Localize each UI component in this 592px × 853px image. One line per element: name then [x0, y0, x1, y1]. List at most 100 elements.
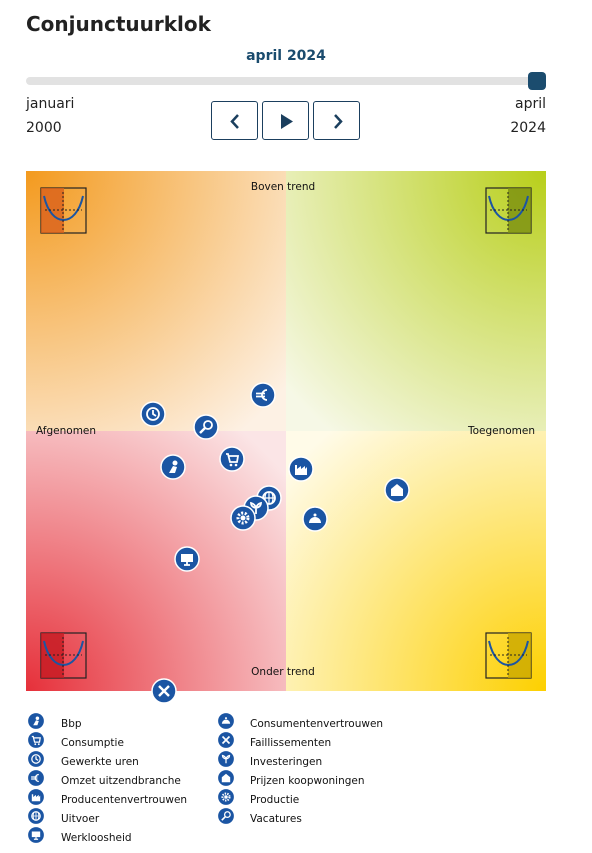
icon-circle [27, 788, 45, 806]
g [31, 794, 41, 802]
g [224, 717, 228, 720]
legend-icon [27, 731, 45, 749]
icon-circle [27, 712, 45, 730]
next-button[interactable] [313, 101, 360, 140]
phase-axes [45, 192, 82, 230]
g [221, 735, 231, 745]
g [146, 407, 160, 421]
phase-axes [490, 637, 527, 675]
g [221, 754, 231, 764]
g [295, 465, 307, 475]
g [184, 562, 190, 566]
phase-icon [485, 632, 532, 679]
phase-fill [508, 188, 531, 233]
icon-circle [217, 769, 235, 787]
phase-icon [40, 187, 87, 234]
legend-label: Faillissementen [250, 737, 331, 749]
g [221, 792, 231, 802]
icon-circle [27, 731, 45, 749]
quadrant [26, 171, 286, 431]
icon-circle [27, 769, 45, 787]
g [31, 831, 41, 838]
quadrant [286, 171, 546, 431]
legend-label: Investeringen [250, 756, 322, 768]
g [221, 773, 231, 783]
g [262, 491, 276, 505]
g [221, 816, 226, 821]
phase-fill [41, 188, 64, 233]
g [391, 484, 403, 496]
g [234, 463, 238, 467]
legend-icon [27, 712, 45, 730]
prev-button[interactable] [211, 101, 258, 140]
indicator [384, 477, 410, 503]
slider-handle[interactable] [528, 72, 546, 90]
legend-label: Vacatures [250, 813, 302, 825]
legend-label: Prijzen koopwoningen [250, 775, 365, 787]
g [203, 420, 213, 430]
end-month: april [514, 96, 546, 112]
indicator [256, 485, 282, 511]
g [309, 517, 321, 523]
icon-circle [160, 454, 186, 480]
g [31, 811, 41, 821]
legend-icon [27, 788, 45, 806]
legend-label: Bbp [61, 718, 82, 730]
indicator [174, 546, 200, 572]
legend-label: Werkloosheid [61, 832, 132, 844]
phase-icon [485, 187, 532, 234]
legend-icon [217, 807, 235, 825]
g [236, 511, 250, 525]
indicator [219, 446, 245, 472]
g [37, 743, 40, 746]
legend-label: Uitvoer [61, 813, 100, 825]
g [229, 463, 233, 467]
phase-box [40, 187, 87, 234]
legend-icon [27, 769, 45, 787]
phase-icon [40, 632, 87, 679]
g [152, 410, 157, 417]
icon-circle [174, 546, 200, 572]
icon-circle [27, 750, 45, 768]
icon-circle [217, 712, 235, 730]
icon-circle [217, 807, 235, 825]
title: Conjunctuurklok [26, 12, 211, 36]
legend-icon [217, 712, 235, 730]
legend-label: Omzet uitzendbranche [61, 775, 181, 787]
phase-fill [508, 633, 531, 678]
g [263, 492, 275, 504]
icon-circle [27, 826, 45, 844]
g [34, 743, 37, 746]
legend-label: Productie [250, 794, 299, 806]
g [221, 719, 231, 724]
icon-circle [256, 485, 282, 511]
g [223, 811, 231, 819]
phase-axes [45, 637, 82, 675]
icon-circle [219, 446, 245, 472]
g [240, 515, 246, 521]
indicator [250, 382, 276, 408]
top-label: Boven trend [251, 181, 315, 193]
phase-curve [488, 195, 529, 221]
g [172, 460, 178, 466]
g [31, 773, 39, 783]
g [31, 754, 41, 764]
icon-circle [384, 477, 410, 503]
icon-circle [217, 750, 235, 768]
icon-circle [151, 678, 177, 704]
phase-axes [490, 192, 527, 230]
g [35, 716, 40, 720]
legend-icon [27, 750, 45, 768]
left-label: Afgenomen [36, 425, 96, 437]
start-year: 2000 [26, 120, 62, 136]
icon-circle [27, 807, 45, 825]
g [250, 501, 262, 514]
play-button[interactable] [262, 101, 309, 140]
g [31, 811, 41, 821]
indicator [243, 495, 269, 521]
phase-box [40, 632, 87, 679]
phase-box [485, 187, 532, 234]
legend-label: Consumptie [61, 737, 124, 749]
g [31, 735, 41, 743]
